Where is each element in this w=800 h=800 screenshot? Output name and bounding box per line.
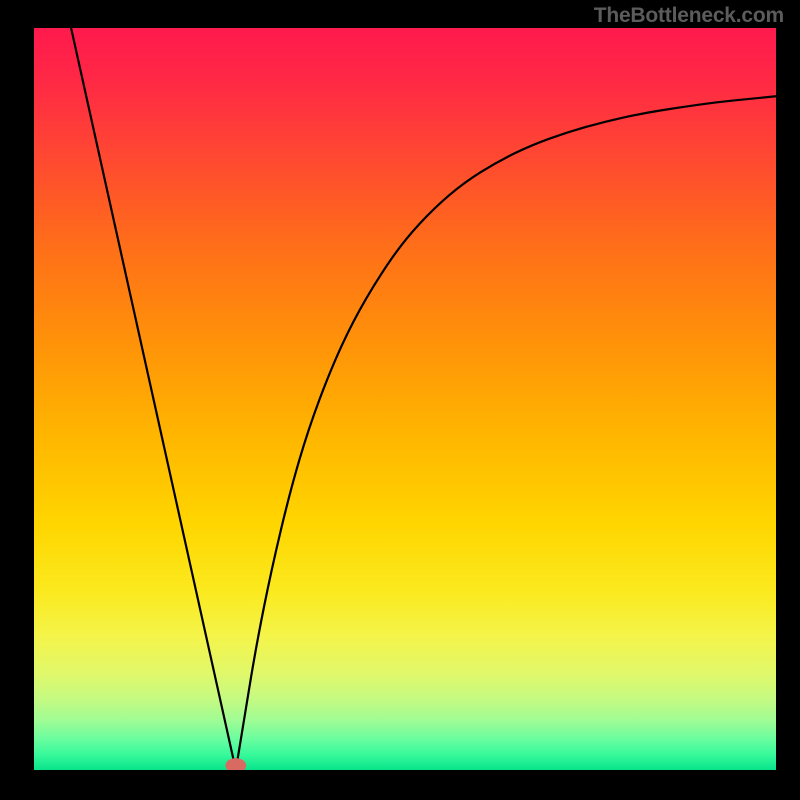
attribution-text: TheBottleneck.com: [594, 4, 784, 28]
plot-area: [34, 28, 776, 770]
plot-svg: [34, 28, 776, 770]
gradient-background: [34, 28, 776, 770]
chart-container: TheBottleneck.com: [0, 0, 800, 800]
